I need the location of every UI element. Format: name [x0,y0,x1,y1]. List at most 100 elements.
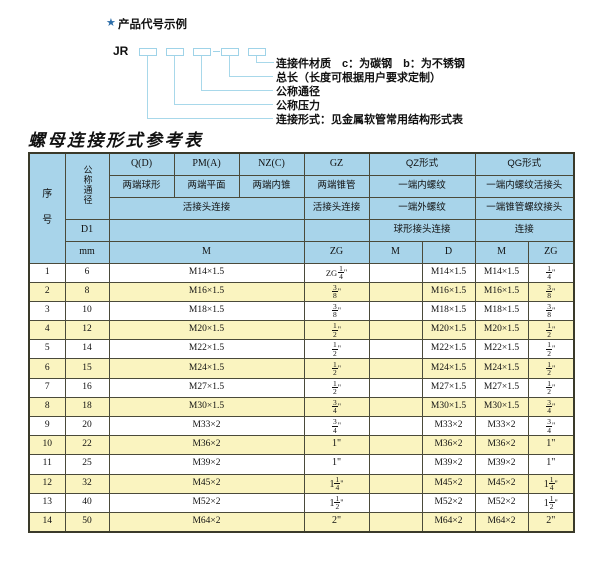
cell-qg-zg: 1" [527,435,575,456]
cell-qz-m [368,492,423,513]
cell-qg-m: M24×1.5 [474,358,529,379]
cell-qz-d: M33×2 [421,415,476,437]
cell-qg-zg: 1 2 " [527,339,575,360]
cell-qz-d: M64×2 [421,511,476,533]
table-body: 1 6 M14×1.5 ZG 1 4 " M14×1.5 M14×1.5 1 4 " 2 8 M16×1.5… [28,262,575,533]
cell-qg-zg: 1 2 " [527,377,575,398]
cell-qg-zg: 3 8 " [527,281,575,302]
cell-qz-m [368,454,423,475]
cell-qg-zg: 3 4 " [527,415,575,437]
header-pma-desc: 两端平面 [173,174,240,198]
cell-bore: 6 [64,262,110,283]
cell-qz-d: M27×1.5 [421,377,476,398]
cell-bore: 40 [64,492,110,513]
nut-connection-spec-table: 序 号 公称通径 Q(D) PM(A) NZ(C) GZ QZ形式 QG形式 两… [28,152,576,533]
cell-qz-m [368,262,423,283]
header-qz-ball: 球形接头连接 [368,218,476,242]
cell-bore: 50 [64,511,110,533]
cell-seq: 1 [28,262,66,283]
code-box-4 [221,48,239,56]
table-row: 4 12 M20×1.5 1 2 " M20×1.5 M20×1.5 1 2 " [28,320,575,341]
leader-line-v-2 [229,56,230,76]
cell-gz: 2" [303,511,370,533]
cell-thread-m-left: M27×1.5 [108,377,305,398]
code-box-1 [139,48,157,56]
cell-qz-d: M52×2 [421,492,476,513]
header-group-pma: PM(A) [173,152,240,176]
leader-line-h-1c [256,62,273,63]
header-gz-desc: 两端锥管 [303,174,370,198]
cell-qg-m: M30×1.5 [474,396,529,418]
leader-line-h-5 [147,118,273,119]
cell-bore: 8 [64,281,110,302]
header-group-qg: QG形式 [474,152,575,176]
header-seq-line1: 序 [42,189,53,201]
cell-bore: 12 [64,320,110,341]
cell-thread-m-left: M39×2 [108,454,305,475]
cell-qg-m: M18×1.5 [474,300,529,322]
leader-line-v-3 [201,56,202,90]
star-icon: ★ [106,17,116,29]
cell-seq: 14 [28,511,66,533]
cell-bore: 32 [64,473,110,494]
cell-qg-zg: 1 1 2 " [527,492,575,513]
cell-bore: 18 [64,396,110,418]
header-qg-conn: 连接 [474,218,575,242]
cell-gz: ZG 1 4 " [303,262,370,283]
cell-thread-m-left: M33×2 [108,415,305,437]
cell-qz-d: M20×1.5 [421,320,476,341]
cell-qg-m: M22×1.5 [474,339,529,360]
cell-qg-zg: 1 1 4 " [527,473,575,494]
cell-seq: 4 [28,320,66,341]
cell-thread-m-left: M14×1.5 [108,262,305,283]
cell-thread-m-left: M24×1.5 [108,358,305,379]
leader-line-h-2 [229,76,273,77]
cell-qz-d: M22×1.5 [421,339,476,360]
cell-qg-m: M36×2 [474,435,529,456]
header-left-blank [108,218,305,242]
table-row: 8 18 M30×1.5 3 4 " M30×1.5 M30×1.5 3 4 " [28,396,575,418]
table-head: 序 号 公称通径 Q(D) PM(A) NZ(C) GZ QZ形式 QG形式 两… [28,152,575,264]
cell-bore: 10 [64,300,110,322]
cell-gz: 3 8 " [303,300,370,322]
table-row: 11 25 M39×2 1" M39×2 M39×2 1" [28,454,575,475]
cell-bore: 20 [64,415,110,437]
cell-qg-zg: 1 2 " [527,358,575,379]
cell-qg-zg: 2" [527,511,575,533]
cell-seq: 11 [28,454,66,475]
table-row: 14 50 M64×2 2" M64×2 M64×2 2" [28,511,575,533]
header-unit-gz: ZG [303,240,370,264]
cell-seq: 3 [28,300,66,322]
cell-gz: 1 2 " [303,339,370,360]
code-separator [213,51,220,52]
cell-qg-m: M33×2 [474,415,529,437]
header-unit-qg-zg: ZG [527,240,575,264]
header-group-qz: QZ形式 [368,152,476,176]
header-unit-qz-d: D [421,240,476,264]
leader-line-v-1 [256,56,257,62]
cell-qz-m [368,339,423,360]
cell-gz: 1 1 4 " [303,473,370,494]
leader-line-h-3 [201,90,273,91]
cell-qg-m: M14×1.5 [474,262,529,283]
cell-bore: 16 [64,377,110,398]
diagram-title: 产品代号示例 [118,19,187,31]
cell-qz-d: M16×1.5 [421,281,476,302]
cell-bore: 15 [64,358,110,379]
leader-line-v-5 [147,56,148,118]
cell-thread-m-left: M20×1.5 [108,320,305,341]
table-row: 2 8 M16×1.5 3 8 " M16×1.5 M16×1.5 3 8 " [28,281,575,302]
header-seq-line2: 号 [42,215,53,227]
table-row: 3 10 M18×1.5 3 8 " M18×1.5 M18×1.5 3 8 " [28,300,575,322]
cell-thread-m-left: M36×2 [108,435,305,456]
leader-line-h-4 [174,104,273,105]
cell-gz: 1" [303,435,370,456]
cell-qg-m: M45×2 [474,473,529,494]
cell-qz-d: M24×1.5 [421,358,476,379]
cell-seq: 5 [28,339,66,360]
leader-line-v-4 [174,56,175,104]
cell-gz: 1" [303,454,370,475]
header-unit-qg-m: M [474,240,529,264]
cell-bore: 22 [64,435,110,456]
cell-seq: 10 [28,435,66,456]
